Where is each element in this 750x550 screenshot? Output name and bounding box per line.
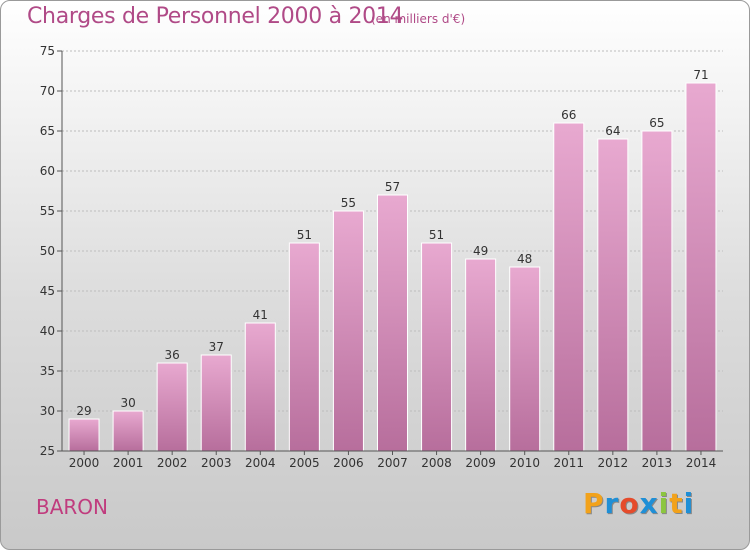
logo-letter: P [583, 487, 605, 520]
data-label-2006: 55 [341, 196, 356, 210]
y-tick-label: 70 [40, 84, 55, 98]
bar-2009 [465, 258, 497, 452]
data-label-2002: 36 [165, 348, 180, 362]
x-tick-label-2012: 2012 [598, 456, 629, 470]
x-tick-label-2013: 2013 [642, 456, 673, 470]
x-tick-label-2009: 2009 [465, 456, 496, 470]
data-label-2000: 29 [76, 404, 91, 418]
bar-2000 [68, 418, 100, 452]
bar-2007 [377, 194, 408, 452]
y-tick-label: 30 [40, 404, 55, 418]
logo-letter: o [619, 487, 640, 520]
x-tick-label-2002: 2002 [157, 456, 188, 470]
bar-2012 [597, 138, 629, 452]
bar-2008 [421, 242, 453, 452]
bar-2005 [288, 242, 320, 452]
x-tick-label-2006: 2006 [333, 456, 364, 470]
y-tick-label: 75 [40, 44, 55, 58]
bar-2002 [156, 362, 188, 452]
bar-2001 [112, 410, 144, 452]
axes: 25 30 35 40 45 50 55 60 65 70 75 2000 2001 2002 2003 20… [40, 44, 723, 470]
x-tick-label-2003: 2003 [201, 456, 232, 470]
y-tick-label: 50 [40, 244, 55, 258]
y-tick-label: 55 [40, 204, 55, 218]
y-tick-label: 45 [40, 284, 55, 298]
data-label-2004: 41 [253, 308, 268, 322]
data-label-2012: 64 [605, 124, 620, 138]
proxiti-logo[interactable]: Proxiti [583, 487, 694, 520]
y-tick-label: 35 [40, 364, 55, 378]
data-label-2005: 51 [297, 228, 312, 242]
data-label-2007: 57 [385, 180, 400, 194]
bar-2013 [641, 130, 673, 452]
x-tick-label-2014: 2014 [686, 456, 717, 470]
logo-letter: r [604, 487, 620, 520]
data-label-2014: 71 [693, 68, 708, 82]
x-tick-label-2011: 2011 [553, 456, 584, 470]
data-label-2001: 30 [120, 396, 135, 410]
logo-letter: t [669, 487, 684, 520]
y-tick-label: 60 [40, 164, 55, 178]
data-label-2008: 51 [429, 228, 444, 242]
y-tick-label: 25 [40, 444, 55, 458]
data-label-2010: 48 [517, 252, 532, 266]
chart-subtitle: (en milliers d'€) [371, 12, 466, 26]
bar-2014 [685, 82, 717, 452]
data-label-2003: 37 [209, 340, 224, 354]
y-tick-label: 40 [40, 324, 55, 338]
logo-letter: x [639, 487, 659, 520]
data-label-2013: 65 [649, 116, 664, 130]
bars: 29 30 36 37 41 51 55 57 51 49 48 66 64 65 71 [68, 68, 717, 452]
bar-2010 [509, 266, 541, 452]
x-tick-label-2001: 2001 [113, 456, 144, 470]
bar-2011 [553, 122, 585, 452]
bar-2003 [200, 354, 232, 452]
y-tick-label: 65 [40, 124, 55, 138]
data-label-2011: 66 [561, 108, 576, 122]
x-tick-label-2005: 2005 [289, 456, 320, 470]
logo-letter: i [658, 487, 670, 520]
town-name: BARON [36, 495, 109, 519]
x-tick-label-2000: 2000 [69, 456, 100, 470]
x-tick-label-2007: 2007 [377, 456, 408, 470]
logo-letter: i [683, 487, 695, 520]
chart-title: Charges de Personnel 2000 à 2014 [27, 4, 404, 29]
bar-2004 [244, 322, 276, 452]
bar-2006 [332, 210, 364, 452]
data-label-2009: 49 [473, 244, 488, 258]
x-tick-label-2010: 2010 [509, 456, 540, 470]
x-tick-label-2008: 2008 [421, 456, 452, 470]
x-tick-label-2004: 2004 [245, 456, 276, 470]
